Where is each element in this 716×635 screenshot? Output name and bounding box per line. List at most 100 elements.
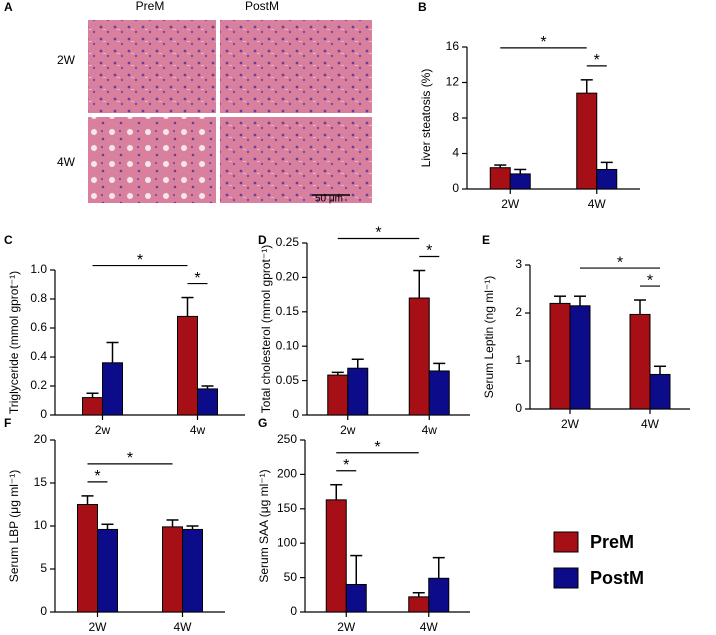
y-tick-label: 3 xyxy=(515,257,522,271)
y-tick-label: 0.05 xyxy=(276,373,300,387)
y-tick-label: 0.4 xyxy=(30,349,47,363)
y-tick-label: 0.8 xyxy=(30,291,47,305)
y-axis-label: Serum LBP (μg ml⁻¹) xyxy=(7,470,21,582)
bar xyxy=(197,388,218,416)
bar xyxy=(509,173,531,190)
legend-swatch xyxy=(553,567,579,589)
bar xyxy=(162,526,183,613)
panel-label: C xyxy=(4,233,13,247)
significance-label: * xyxy=(594,52,600,69)
significance-label: * xyxy=(426,243,432,260)
significance-label: * xyxy=(127,450,133,467)
y-tick-label: 5 xyxy=(40,561,47,575)
legend-label: PostM xyxy=(590,568,644,588)
x-tick-label: 4W xyxy=(174,620,193,634)
y-tick-label: 12 xyxy=(446,75,460,89)
histology-image xyxy=(88,20,216,113)
y-tick-label: 250 xyxy=(277,432,297,446)
panel-label: F xyxy=(4,416,11,430)
bar xyxy=(596,168,618,190)
bar xyxy=(327,374,349,416)
x-tick-label: 2W xyxy=(337,620,356,634)
panel-label: D xyxy=(258,233,267,247)
y-tick-label: 0.10 xyxy=(276,338,300,352)
bar xyxy=(629,313,651,410)
y-tick-label: 0.2 xyxy=(30,378,47,392)
significance-label: * xyxy=(94,468,100,485)
x-tick-label: 2w xyxy=(340,423,356,437)
row-label: 4W xyxy=(57,155,76,169)
y-tick-label: 0 xyxy=(290,604,297,618)
significance-label: * xyxy=(374,439,380,456)
y-tick-label: 0.15 xyxy=(276,304,300,318)
legend-swatch xyxy=(553,531,579,553)
bar xyxy=(102,362,123,416)
row-label: 2W xyxy=(57,53,76,67)
y-tick-label: 16 xyxy=(446,39,460,53)
panel-label: A xyxy=(4,0,13,14)
significance-label: * xyxy=(540,34,546,51)
bar xyxy=(649,373,671,410)
y-tick-label: 8 xyxy=(452,110,459,124)
y-tick-label: 0 xyxy=(40,604,47,618)
column-label: PreM xyxy=(136,0,165,13)
x-tick-label: 2w xyxy=(95,423,111,437)
x-tick-label: 4W xyxy=(588,197,607,211)
bar xyxy=(569,305,591,410)
histology-image xyxy=(220,117,372,203)
x-tick-label: 2W xyxy=(501,197,520,211)
y-axis-label: Triglyceride (mmol gprot⁻¹) xyxy=(7,271,21,414)
scale-bar-label: 50 μm xyxy=(315,194,343,205)
significance-label: * xyxy=(343,457,349,474)
bar xyxy=(77,504,98,613)
x-tick-label: 2W xyxy=(561,417,580,431)
bar xyxy=(428,577,450,613)
y-tick-label: 4 xyxy=(452,146,459,160)
panel-label: G xyxy=(258,416,267,430)
bar xyxy=(182,528,203,613)
x-tick-label: 2W xyxy=(89,620,108,634)
y-tick-label: 50 xyxy=(284,570,298,584)
significance-label: * xyxy=(647,272,653,289)
x-tick-label: 4w xyxy=(422,423,438,437)
significance-label: * xyxy=(375,225,381,242)
bar xyxy=(576,92,598,190)
y-tick-label: 100 xyxy=(277,535,297,549)
panel-label: B xyxy=(418,0,427,14)
bar xyxy=(97,528,118,613)
x-tick-label: 4w xyxy=(190,423,206,437)
y-tick-label: 0 xyxy=(515,401,522,415)
bar xyxy=(408,297,430,416)
y-axis-label: Serum SAA (μg ml⁻¹) xyxy=(257,469,271,582)
y-tick-label: 2 xyxy=(515,305,522,319)
y-tick-label: 0 xyxy=(292,407,299,421)
bar xyxy=(177,315,198,416)
significance-label: * xyxy=(137,252,143,269)
significance-label: * xyxy=(194,270,200,287)
bar xyxy=(347,367,369,416)
y-tick-label: 0 xyxy=(452,181,459,195)
y-tick-label: 150 xyxy=(277,501,297,515)
y-tick-label: 0.25 xyxy=(276,235,300,249)
y-tick-label: 20 xyxy=(34,432,48,446)
x-tick-label: 4W xyxy=(641,417,660,431)
y-tick-label: 1.0 xyxy=(30,262,47,276)
y-axis-label: Serum Leptin (ng ml⁻¹) xyxy=(482,276,496,398)
y-tick-label: 0.20 xyxy=(276,270,300,284)
y-tick-label: 1 xyxy=(515,353,522,367)
bar xyxy=(428,370,450,416)
panel-label: E xyxy=(482,233,490,247)
histology-image xyxy=(220,20,372,113)
bar xyxy=(549,302,571,410)
bar xyxy=(82,397,103,416)
significance-label: * xyxy=(617,254,623,271)
bar xyxy=(408,596,430,613)
bar xyxy=(325,499,347,613)
bar xyxy=(345,583,367,613)
y-tick-label: 200 xyxy=(277,467,297,481)
y-tick-label: 0.6 xyxy=(30,320,47,334)
y-tick-label: 15 xyxy=(34,475,48,489)
y-axis-label: Liver steatosis (%) xyxy=(419,69,433,168)
y-tick-label: 10 xyxy=(34,518,48,532)
